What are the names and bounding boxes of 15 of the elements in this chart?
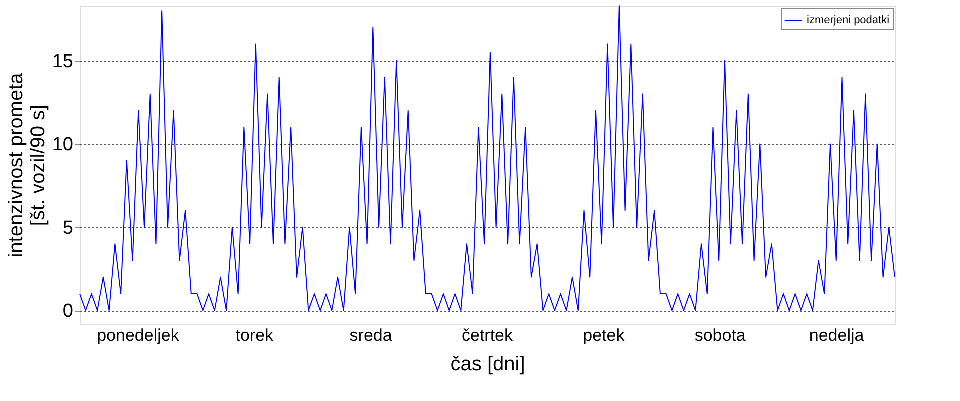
y-axis-title: intenzivnost prometa [št. vozil/90 s]: [5, 72, 50, 258]
text: ponedeljek: [97, 326, 180, 345]
legend-label: izmerjeni podatki: [807, 14, 890, 26]
x-axis-title: čas [dni]: [450, 354, 526, 376]
text: nedelja: [809, 326, 865, 345]
text: četrtek: [462, 326, 514, 345]
y-tick-label: 15: [52, 51, 74, 72]
text: torek: [236, 326, 274, 345]
y-tick-label: 0: [62, 301, 74, 322]
text: sreda: [350, 326, 393, 345]
y-tick-label: 5: [62, 218, 74, 239]
text: petek: [583, 326, 626, 345]
text: sobota: [694, 326, 746, 345]
y-tick-label: 10: [52, 134, 74, 156]
line-series: [80, 6, 896, 312]
